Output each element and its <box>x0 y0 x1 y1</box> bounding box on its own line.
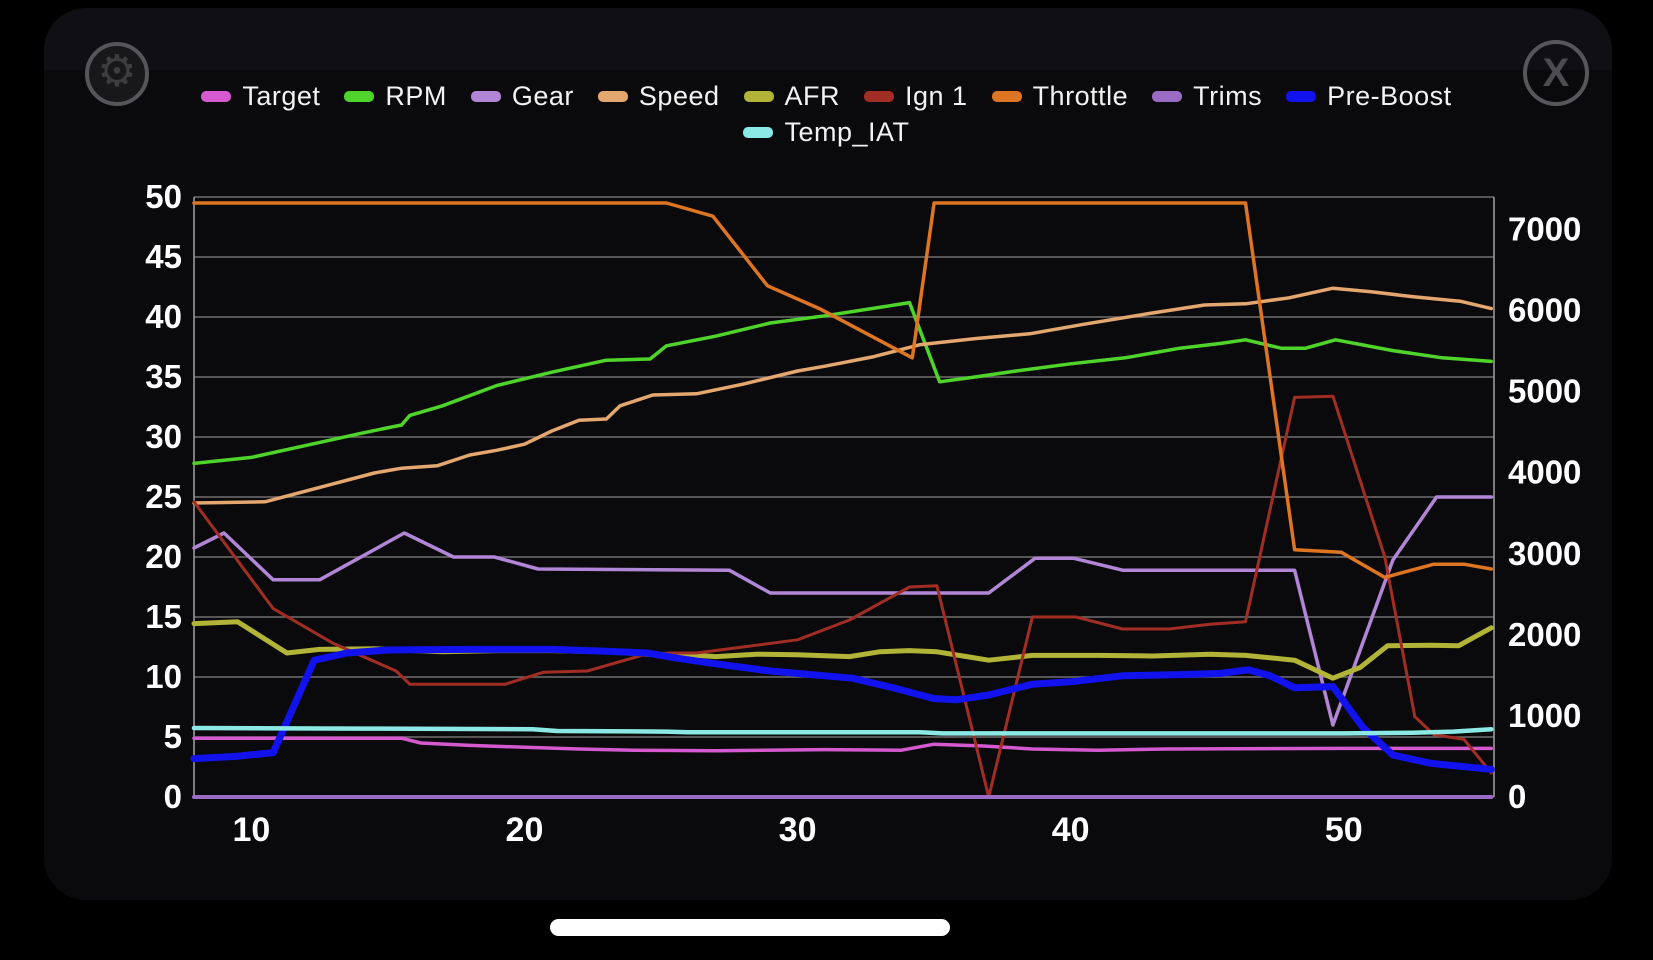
legend-item-target[interactable]: Target <box>201 81 320 112</box>
x-tick-label: 10 <box>232 811 270 849</box>
y-left-tick-label: 15 <box>145 598 182 635</box>
x-tick-label: 50 <box>1325 811 1363 849</box>
legend-item-temp-iat[interactable]: Temp_IAT <box>743 117 909 148</box>
legend-item-throttle[interactable]: Throttle <box>991 80 1129 112</box>
y-right-tick-label: 1000 <box>1508 697 1581 734</box>
legend-item-speed[interactable]: Speed <box>597 80 720 112</box>
legend-swatch-icon <box>1286 90 1317 102</box>
series-line-pre-boost <box>190 645 1495 773</box>
legend-label: Temp_IAT <box>784 116 910 147</box>
series-line-temp-iat <box>191 725 1494 736</box>
home-indicator[interactable] <box>550 919 950 936</box>
series-line-gear <box>192 495 1494 727</box>
close-icon: X <box>1542 51 1570 95</box>
y-right-tick-label: 7000 <box>1508 210 1581 247</box>
y-left-tick-label: 25 <box>145 478 182 515</box>
series-line-ign-1 <box>192 394 1493 799</box>
y-left-tick-label: 10 <box>145 658 182 695</box>
legend-swatch-icon <box>597 90 628 102</box>
y-left-tick-label: 0 <box>164 778 182 815</box>
settings-button[interactable]: ⚙ <box>85 42 149 106</box>
x-tick-label: 40 <box>1052 811 1090 849</box>
close-button[interactable]: X <box>1523 40 1589 106</box>
legend-item-pre-boost[interactable]: Pre-Boost <box>1286 81 1452 112</box>
legend-row: Target RPM Gear Speed AFR Ign 1 Throttle Trims P… <box>0 78 1653 114</box>
y-right-tick-label: 5000 <box>1508 373 1581 410</box>
legend-item-ign-1[interactable]: Ign 1 <box>864 81 968 112</box>
series-line-throttle <box>192 201 1494 580</box>
legend-label: Throttle <box>1032 80 1129 111</box>
legend-label: Gear <box>511 80 574 111</box>
legend-item-gear[interactable]: Gear <box>470 80 574 112</box>
y-left-tick-label: 40 <box>145 298 182 335</box>
legend-swatch-icon <box>991 90 1022 102</box>
legend-label: AFR <box>784 80 840 111</box>
legend-swatch-icon <box>864 90 894 102</box>
panel-top-strip <box>44 8 1612 70</box>
y-right-tick-label: 0 <box>1508 778 1526 815</box>
legend-swatch-icon <box>344 90 375 102</box>
legend-item-trims[interactable]: Trims <box>1152 81 1262 112</box>
series-line-speed <box>192 286 1494 505</box>
y-left-tick-label: 30 <box>145 418 182 455</box>
legend-swatch-icon <box>743 126 774 138</box>
legend-item-rpm[interactable]: RPM <box>344 81 447 112</box>
y-left-tick-label: 5 <box>164 718 182 755</box>
y-right-tick-label: 2000 <box>1508 616 1581 653</box>
x-tick-label: 30 <box>779 811 817 849</box>
y-right-tick-label: 3000 <box>1508 535 1581 572</box>
series-line-rpm <box>192 300 1494 466</box>
legend-label: Speed <box>638 80 720 111</box>
y-left-tick-label: 20 <box>145 538 182 575</box>
y-left-tick-label: 50 <box>145 178 182 215</box>
legend-label: Trims <box>1193 80 1263 111</box>
legend-label: Pre-Boost <box>1327 80 1452 111</box>
legend-swatch-icon <box>1152 90 1183 102</box>
legend-item-afr[interactable]: AFR <box>743 80 841 112</box>
legend-row: Temp_IAT <box>0 114 1653 150</box>
legend-label: RPM <box>385 80 447 111</box>
y-right-tick-label: 4000 <box>1508 454 1581 491</box>
y-left-tick-label: 35 <box>145 358 182 395</box>
series-line-target <box>192 736 1494 753</box>
y-left-tick-label: 45 <box>145 238 182 275</box>
gear-icon: ⚙ <box>97 47 137 96</box>
legend-swatch-icon <box>201 90 232 102</box>
legend-label: Ign 1 <box>905 80 968 111</box>
legend-swatch-icon <box>470 90 501 102</box>
legend-swatch-icon <box>743 90 774 102</box>
chart-legend: Target RPM Gear Speed AFR Ign 1 Throttle Trims P… <box>0 78 1653 150</box>
y-right-tick-label: 6000 <box>1508 292 1581 329</box>
x-tick-label: 20 <box>506 811 544 849</box>
legend-label: Target <box>242 80 321 111</box>
